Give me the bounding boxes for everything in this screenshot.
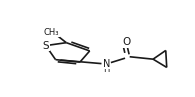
Text: N: N: [103, 58, 110, 69]
Text: CH₃: CH₃: [44, 28, 59, 36]
Text: S: S: [43, 41, 49, 51]
Text: H: H: [103, 65, 109, 74]
Text: O: O: [122, 37, 130, 47]
